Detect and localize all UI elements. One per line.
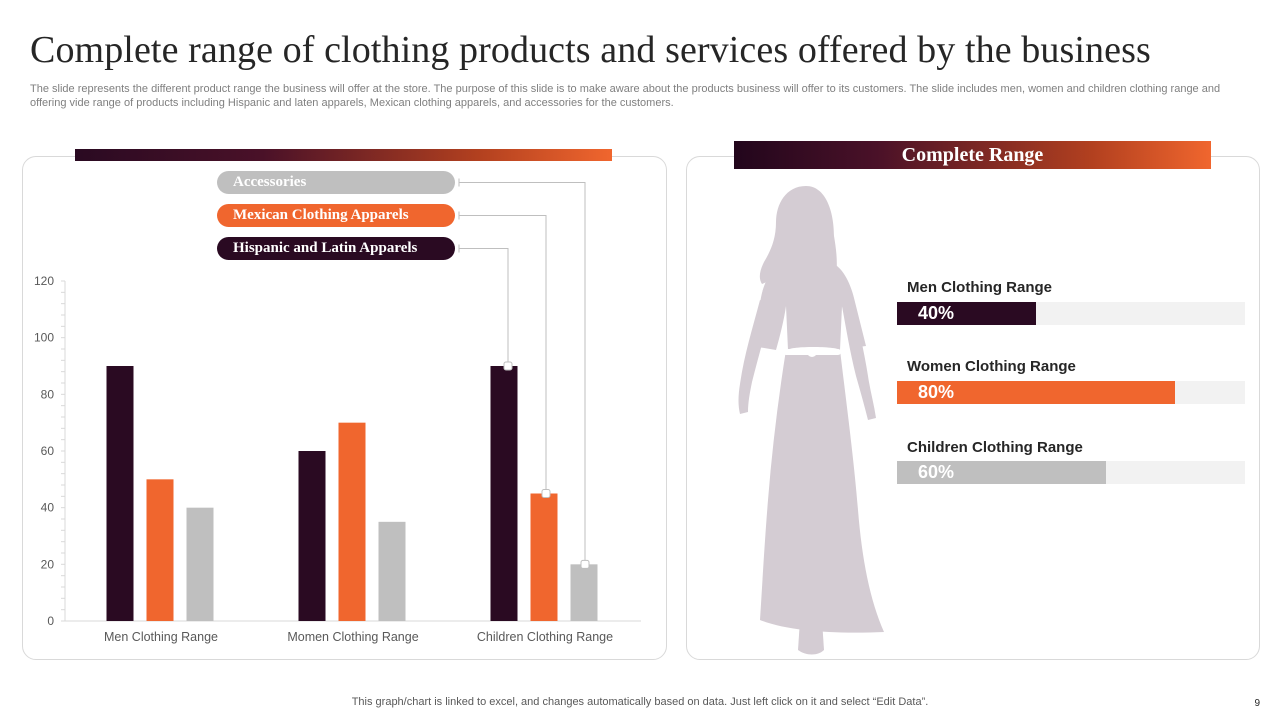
belt-buckle — [807, 347, 817, 357]
legend-callout-marker — [503, 361, 513, 371]
y-tick-label: 100 — [34, 331, 54, 345]
bar — [490, 366, 518, 621]
y-tick-label: 20 — [41, 557, 55, 571]
legend-callout-marker — [580, 559, 590, 569]
woman-silhouette-icon — [738, 186, 884, 655]
bar — [146, 479, 174, 621]
y-tick-label: 120 — [34, 274, 54, 288]
legend-accessories[interactable]: Accessories — [217, 171, 455, 194]
legend-callout-line — [459, 215, 547, 494]
bar — [338, 422, 366, 621]
chart-header-bar — [75, 149, 612, 161]
page-subtitle: The slide represents the different produ… — [30, 83, 1221, 109]
x-tick-label: Momen Clothing Range — [287, 630, 418, 644]
men-range-track: 40% — [897, 302, 1245, 325]
x-tick-label: Children Clothing Range — [477, 630, 613, 644]
bar — [570, 564, 598, 621]
legend-mexican-clothing-apparels[interactable]: Mexican Clothing Apparels — [217, 204, 455, 227]
women-range-track: 80% — [897, 381, 1245, 404]
legend-hispanic-latin-apparels[interactable]: Hispanic and Latin Apparels — [217, 237, 455, 260]
women-range-fill: 80% — [897, 381, 1176, 404]
page-number: 9 — [1254, 698, 1260, 709]
bar — [186, 507, 214, 621]
bar — [298, 451, 326, 621]
y-tick-label: 40 — [41, 501, 55, 515]
women-range-label: Women Clothing Range — [907, 358, 1076, 375]
bar — [378, 521, 406, 621]
page-title: Complete range of clothing products and … — [30, 29, 1151, 71]
y-tick-label: 60 — [41, 444, 55, 458]
y-tick-label: 80 — [41, 387, 55, 401]
y-tick-label: 0 — [47, 614, 54, 628]
footer-note: This graph/chart is linked to excel, and… — [351, 696, 929, 708]
bar — [530, 493, 558, 621]
children-range-label: Children Clothing Range — [907, 439, 1083, 456]
children-range-fill: 60% — [897, 461, 1106, 484]
x-tick-label: Men Clothing Range — [104, 630, 218, 644]
legend-callout-line — [459, 182, 586, 565]
men-range-fill: 40% — [897, 302, 1037, 325]
children-range-track: 60% — [897, 461, 1245, 484]
bar — [106, 366, 134, 621]
men-range-label: Men Clothing Range — [907, 279, 1052, 296]
legend-callout-marker — [541, 489, 551, 498]
range-panel-header: Complete Range — [734, 141, 1211, 169]
legend-callout-line — [459, 248, 509, 366]
